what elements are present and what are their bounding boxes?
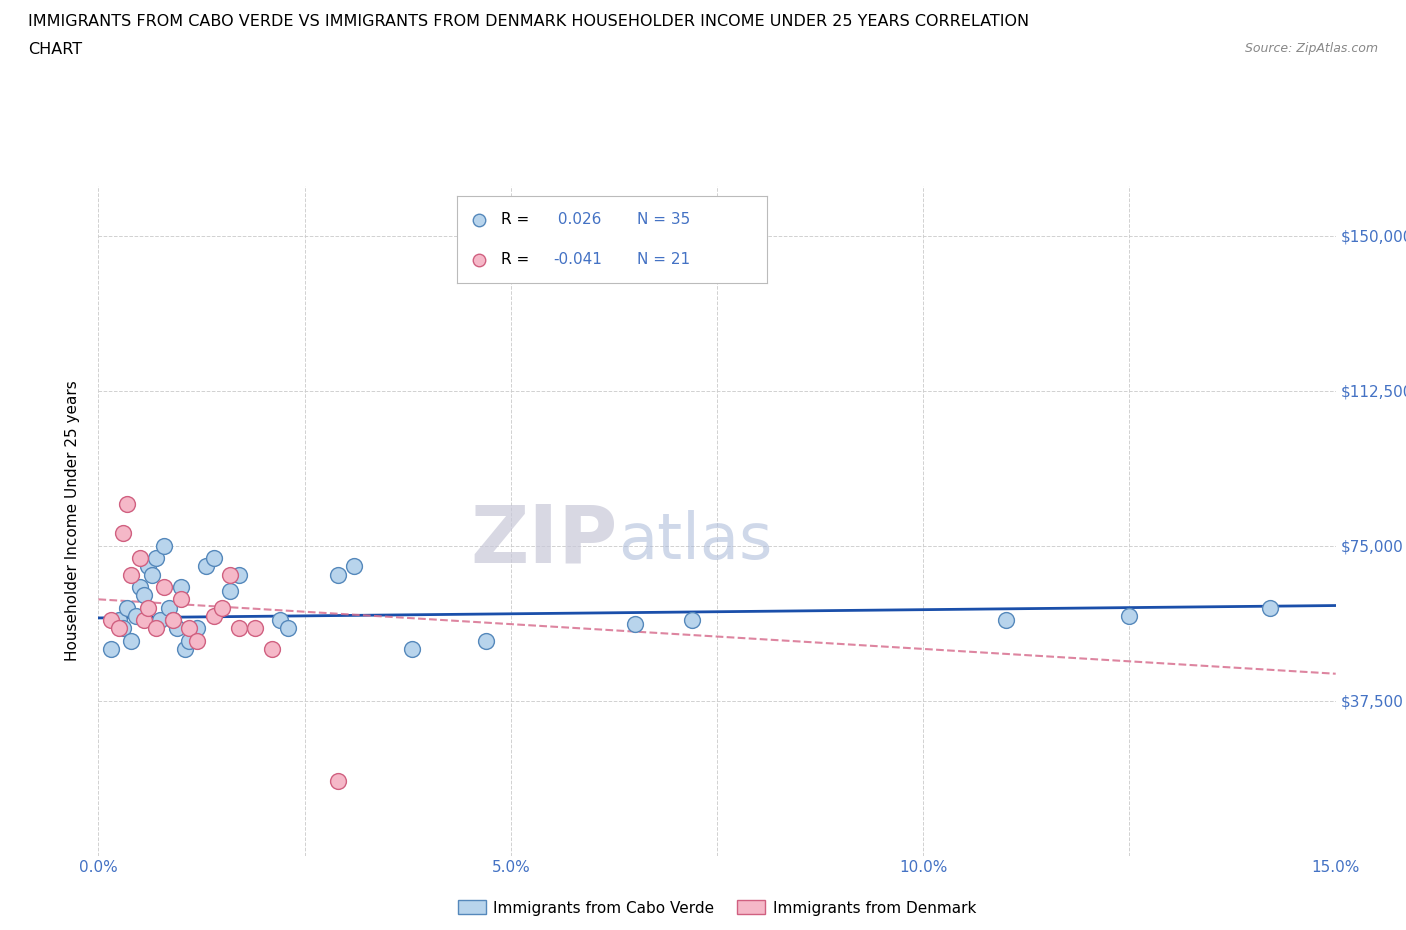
Point <box>141 567 163 582</box>
Point <box>157 600 180 615</box>
Point <box>166 621 188 636</box>
Point <box>219 584 242 599</box>
Point <box>202 608 225 623</box>
Point <box>260 642 283 657</box>
Point <box>228 567 250 582</box>
Point <box>1118 608 1140 623</box>
Point <box>108 613 131 628</box>
Point <box>170 579 193 594</box>
Point <box>136 559 159 574</box>
Point <box>153 538 176 553</box>
Point <box>170 591 193 606</box>
Text: ZIP: ZIP <box>471 502 619 580</box>
Text: atlas: atlas <box>619 510 772 572</box>
Point <box>326 774 349 789</box>
Legend: Immigrants from Cabo Verde, Immigrants from Denmark: Immigrants from Cabo Verde, Immigrants f… <box>453 895 981 922</box>
Point <box>145 621 167 636</box>
Point <box>132 613 155 628</box>
Point <box>243 621 266 636</box>
Point <box>136 600 159 615</box>
Point <box>124 608 146 623</box>
Point <box>186 621 208 636</box>
Point <box>269 613 291 628</box>
Point <box>186 633 208 648</box>
Point <box>153 579 176 594</box>
Point <box>681 613 703 628</box>
Point <box>145 551 167 565</box>
Point <box>401 642 423 657</box>
Text: CHART: CHART <box>28 42 82 57</box>
Point <box>326 567 349 582</box>
Point <box>228 621 250 636</box>
Y-axis label: Householder Income Under 25 years: Householder Income Under 25 years <box>65 380 80 661</box>
Point <box>132 588 155 603</box>
Point <box>117 600 139 615</box>
Point <box>202 551 225 565</box>
Point <box>108 621 131 636</box>
Point <box>475 633 498 648</box>
Text: IMMIGRANTS FROM CABO VERDE VS IMMIGRANTS FROM DENMARK HOUSEHOLDER INCOME UNDER 2: IMMIGRANTS FROM CABO VERDE VS IMMIGRANTS… <box>28 14 1029 29</box>
Point <box>174 642 197 657</box>
Point <box>194 559 217 574</box>
Point <box>1258 600 1281 615</box>
Point <box>994 613 1017 628</box>
Point <box>211 600 233 615</box>
Point <box>117 497 139 512</box>
Point <box>149 613 172 628</box>
Point <box>100 613 122 628</box>
Point <box>277 621 299 636</box>
Point <box>120 633 142 648</box>
Point <box>623 617 645 631</box>
Text: Source: ZipAtlas.com: Source: ZipAtlas.com <box>1244 42 1378 55</box>
Point <box>179 621 201 636</box>
Point <box>100 642 122 657</box>
Point <box>179 633 201 648</box>
Point <box>162 613 184 628</box>
Point <box>128 579 150 594</box>
Point <box>219 567 242 582</box>
Point <box>162 613 184 628</box>
Point <box>128 551 150 565</box>
Point <box>343 559 366 574</box>
Point <box>112 525 135 540</box>
Point <box>120 567 142 582</box>
Point <box>112 621 135 636</box>
